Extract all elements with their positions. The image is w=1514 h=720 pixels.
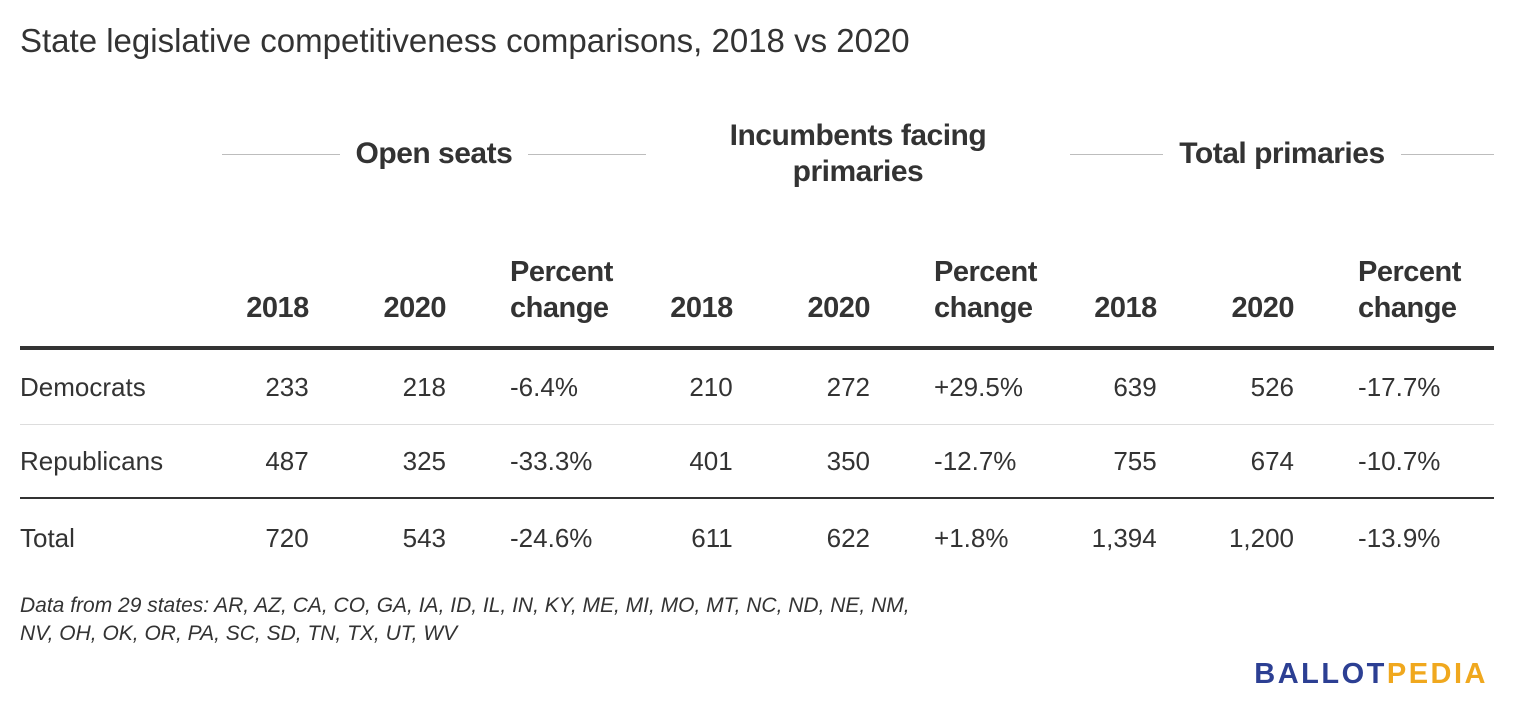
table-row-total: Total 720 543 -24.6% 611 622 +1.8% 1,394… [20,498,1494,577]
group-label: Total primaries [1179,137,1385,170]
table-cell: 325 [308,424,447,499]
table-cell: -17.7% [1294,348,1494,425]
row-label: Republicans [20,424,222,499]
table-cell: 720 [265,522,309,553]
table-cell: -10.7% [1294,424,1494,499]
table-cell: 233 [221,348,309,425]
table-cell: 487 [221,424,309,499]
column-header: 2020 [1156,198,1295,350]
chart-title: State legislative competitiveness compar… [20,22,910,59]
column-header: 2018 [221,198,309,350]
data-table: Open seats Incumbents facing primaries T… [20,110,1495,577]
table-cell: 674 [1156,424,1295,499]
column-header: 2018 [645,198,733,350]
group-label: Incumbents facing primaries [729,119,987,188]
table-cell: +1.8% [934,522,1009,553]
column-header: Percent change [870,198,1070,350]
source-note: Data from 29 states: AR, AZ, CA, CO, GA,… [20,594,910,645]
table-cell: 1,200 [1228,522,1295,553]
logo-part-pedia: PEDIA [1386,658,1488,690]
column-header: Percent change [446,198,646,350]
table-cell: 526 [1156,348,1295,425]
column-header-row: 2018 2020 Percent change 2018 2020 Perce… [20,198,1494,350]
table-cell: 611 [691,522,733,553]
table-row-republicans: Republicans 487 325 -33.3% 401 350 -12.7… [20,424,1494,499]
table-cell: -24.6% [510,522,593,553]
table-cell: 755 [1069,424,1157,499]
column-header: 2020 [732,198,871,350]
group-label: Open seats [355,137,513,170]
table-cell: 350 [732,424,871,499]
ballotpedia-logo: BALLOTPEDIA [1254,658,1488,691]
table-cell: 401 [645,424,733,499]
group-header-open-seats: Open seats [221,110,646,198]
group-header-total-primaries: Total primaries [1069,110,1495,198]
group-header-incumbents: Incumbents facing primaries [646,110,1070,198]
group-divider-line [221,153,340,155]
table-cell: -13.9% [1358,522,1441,553]
column-header: Percent change [1294,198,1494,350]
logo-part-ballot: BALLOT [1254,658,1387,690]
group-divider-line [1400,153,1495,155]
group-divider-line [528,153,646,155]
table-row-democrats: Democrats 233 218 -6.4% 210 272 +29.5% 6… [20,348,1494,425]
row-label: Democrats [20,348,222,425]
group-header-spacer [20,110,222,198]
table-cell: 210 [645,348,733,425]
row-label-header [20,198,222,350]
table-cell: -6.4% [446,348,646,425]
table-cell: 272 [732,348,871,425]
column-header: 2020 [308,198,447,350]
table-cell: +29.5% [870,348,1070,425]
column-header: 2018 [1069,198,1157,350]
group-divider-line [1069,153,1164,155]
table-cell: -12.7% [870,424,1070,499]
table-cell: 622 [826,522,871,553]
table-cell: 543 [402,522,447,553]
table-cell: 639 [1069,348,1157,425]
table-cell: -33.3% [446,424,646,499]
table-cell: 1,394 [1091,522,1157,553]
group-header-row: Open seats Incumbents facing primaries T… [20,110,1495,198]
table-cell: 218 [308,348,447,425]
row-label: Total [20,522,75,553]
